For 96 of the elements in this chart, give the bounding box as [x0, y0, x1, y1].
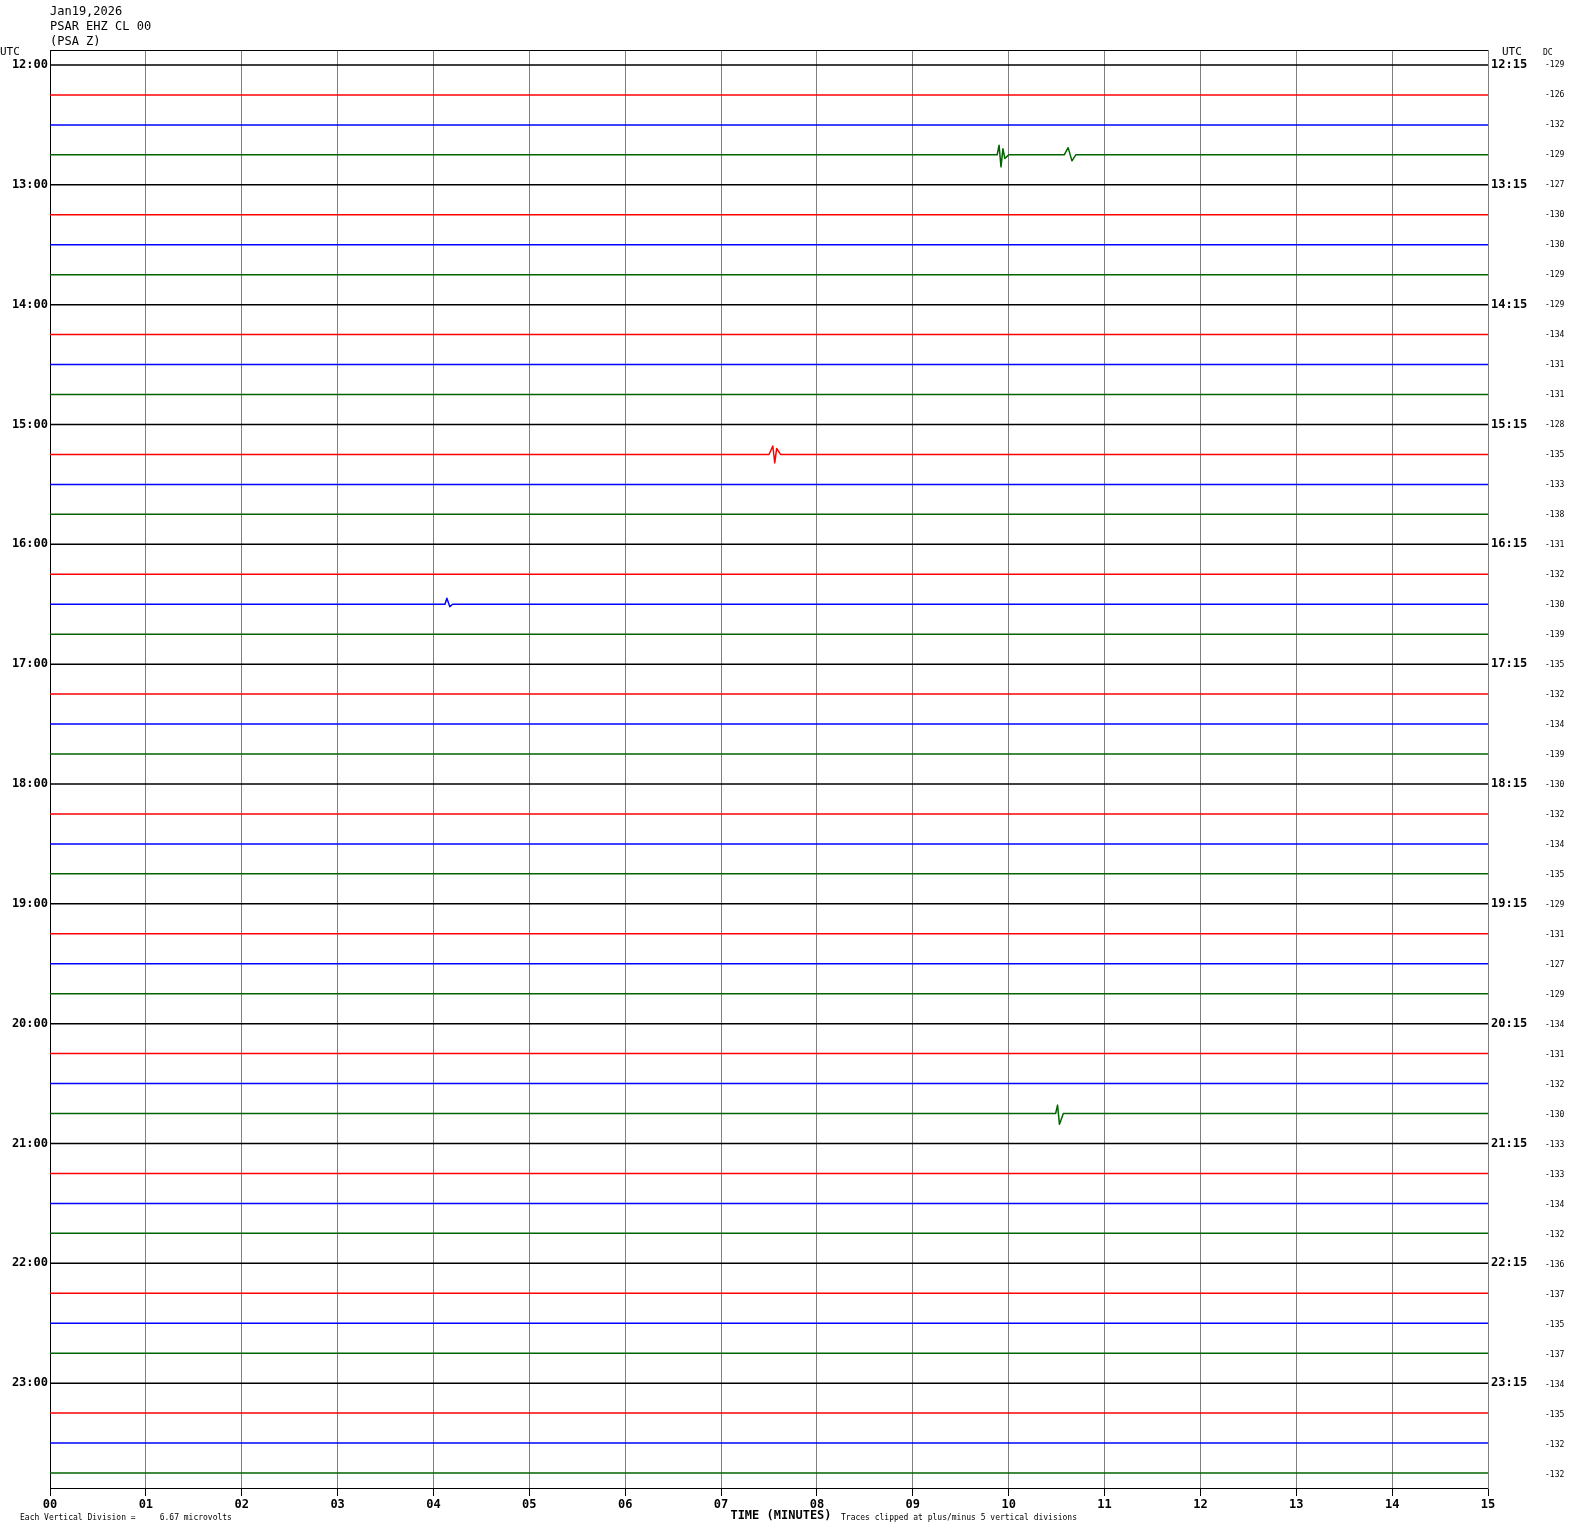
y-tick-label: 21:00 [11, 1135, 48, 1150]
text: -129 [1545, 270, 1565, 279]
text: -134 [1545, 840, 1565, 849]
text: -132 [1545, 690, 1565, 699]
y2-tick-label: 22:15 [1491, 1255, 1528, 1270]
y2-tick-label: 12:15 [1491, 57, 1528, 72]
y-tick-label: 14:00 [11, 296, 48, 311]
x-tick-label: 14 [1384, 1497, 1400, 1512]
text: -137 [1545, 1290, 1565, 1299]
text: -131 [1545, 540, 1565, 549]
y2-tick-label: 19:15 [1491, 895, 1528, 910]
text: -132 [1545, 120, 1565, 129]
text: -129 [1545, 990, 1565, 999]
text: -132 [1545, 1470, 1565, 1479]
text: -129 [1545, 900, 1565, 909]
text: -133 [1545, 1140, 1565, 1149]
x-tick-label: 12 [1193, 1497, 1208, 1512]
x-tick-label: 10 [1001, 1497, 1016, 1512]
text: -127 [1545, 180, 1565, 189]
y-tick-label: 20:00 [11, 1015, 48, 1030]
text: -134 [1545, 1200, 1565, 1209]
y2-axis-title: UTC [1502, 45, 1522, 58]
chart-title: Jan19,2026 [50, 4, 123, 18]
y2-tick-label: 13:15 [1491, 176, 1528, 191]
text: -134 [1545, 720, 1565, 729]
x-tick-label: 13 [1289, 1497, 1304, 1512]
y-tick-label: 13:00 [11, 176, 48, 191]
x-tick-label: 11 [1097, 1497, 1112, 1512]
text: -130 [1545, 600, 1565, 609]
text: -131 [1545, 1050, 1565, 1059]
text: -135 [1545, 660, 1565, 669]
x-tick-label: 00 [42, 1497, 58, 1512]
text: -139 [1545, 750, 1565, 759]
text: -129 [1545, 150, 1565, 159]
y-tick-label: 19:00 [11, 895, 48, 910]
text: -129 [1545, 300, 1565, 309]
chart-subtitle: PSAR EHZ CL 00 [50, 19, 152, 33]
y2-tick-label: 20:15 [1491, 1015, 1528, 1030]
text: -130 [1545, 240, 1565, 249]
text: -132 [1545, 570, 1565, 579]
y2-tick-label: 23:15 [1491, 1375, 1528, 1390]
y-tick-label: 16:00 [11, 536, 48, 551]
text: DC [1543, 48, 1553, 57]
y-tick-label: 23:00 [11, 1375, 48, 1390]
text: -135 [1545, 1320, 1565, 1329]
y-tick-label: 15:00 [11, 416, 48, 431]
text: -138 [1545, 510, 1565, 519]
text: Each Vertical Division = 6.67 microvolts [20, 1513, 232, 1522]
text: -133 [1545, 480, 1565, 489]
x-axis-title: TIME (MINUTES) [730, 1508, 832, 1522]
y2-tick-label: 21:15 [1491, 1135, 1528, 1150]
x-tick-label: 05 [522, 1497, 537, 1512]
x-tick-label: 01 [138, 1497, 154, 1512]
y-tick-label: 17:00 [11, 656, 48, 671]
y2-tick-label: 18:15 [1491, 776, 1528, 791]
text: -132 [1545, 1080, 1565, 1089]
text: -130 [1545, 1110, 1565, 1119]
x-tick-label: 09 [905, 1497, 921, 1512]
text: -133 [1545, 1170, 1565, 1179]
text: -132 [1545, 1230, 1565, 1239]
text: -134 [1545, 330, 1565, 339]
y-tick-label: 22:00 [11, 1255, 48, 1270]
text: -135 [1545, 1410, 1565, 1419]
y2-tick-label: 14:15 [1491, 296, 1528, 311]
text: -135 [1545, 870, 1565, 879]
text: -132 [1545, 810, 1565, 819]
y-tick-label: 12:00 [11, 57, 48, 72]
text: -132 [1545, 1440, 1565, 1449]
text: -134 [1545, 1020, 1565, 1029]
y2-tick-label: 17:15 [1491, 656, 1528, 671]
x-tick-label: 04 [426, 1497, 441, 1512]
text: -129 [1545, 60, 1565, 69]
text: -134 [1545, 1380, 1565, 1389]
text: (PSA Z) [50, 34, 101, 48]
text: Traces clipped at plus/minus 5 vertical divisions [841, 1513, 1078, 1522]
text: -130 [1545, 210, 1565, 219]
y-tick-label: 18:00 [11, 776, 48, 791]
text: -126 [1545, 90, 1565, 99]
x-tick-label: 07 [713, 1497, 729, 1512]
y-axis-title: UTC [0, 45, 20, 58]
x-tick-label: 15 [1480, 1497, 1496, 1512]
text: -135 [1545, 450, 1565, 459]
text: -131 [1545, 360, 1565, 369]
y2-tick-label: 15:15 [1491, 416, 1528, 431]
text: -130 [1545, 780, 1565, 789]
x-tick-label: 03 [330, 1497, 345, 1512]
text: -131 [1545, 930, 1565, 939]
text: -137 [1545, 1350, 1565, 1359]
text: -136 [1545, 1260, 1565, 1269]
text: -127 [1545, 960, 1565, 969]
text: -139 [1545, 630, 1565, 639]
text: -131 [1545, 390, 1565, 399]
y2-tick-label: 16:15 [1491, 536, 1528, 551]
text: -128 [1545, 420, 1565, 429]
x-tick-label: 02 [234, 1497, 249, 1512]
x-tick-label: 06 [617, 1497, 633, 1512]
